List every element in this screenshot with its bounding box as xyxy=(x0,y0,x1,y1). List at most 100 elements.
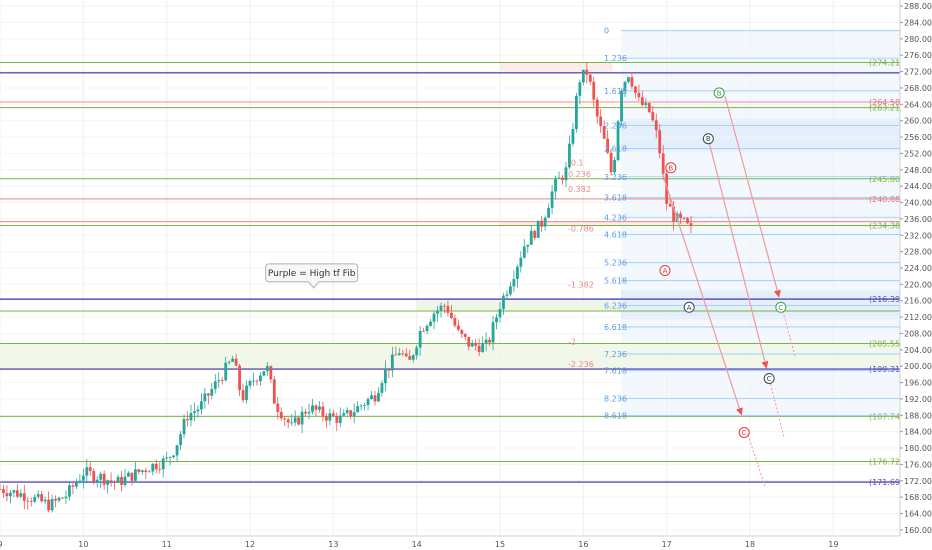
candle-body xyxy=(682,217,686,219)
projection-dotted xyxy=(745,427,766,488)
fib-zone xyxy=(500,221,709,226)
y-tick-label: 204.00 xyxy=(904,346,932,355)
candle-body xyxy=(384,369,387,384)
candle-body xyxy=(134,469,137,481)
x-axis: 9 10 11 12 13 14 15 16 17 18 19 xyxy=(0,535,932,550)
candle-body xyxy=(425,325,429,332)
candle-body xyxy=(68,485,71,497)
candle-body xyxy=(85,467,89,476)
fib-zone xyxy=(620,290,900,320)
candle-body xyxy=(602,125,606,139)
candle-body xyxy=(193,411,196,414)
candle-body xyxy=(81,475,85,481)
candle-body xyxy=(269,366,273,380)
fib-label-blue: 2.618 xyxy=(604,145,627,154)
candle-body xyxy=(248,380,252,386)
candle-body xyxy=(238,365,241,391)
candle-body xyxy=(151,463,155,472)
candle-body xyxy=(661,153,665,174)
y-tick-label: 224.00 xyxy=(904,264,932,273)
y-tick-label: 180.00 xyxy=(904,444,932,453)
wave-labels: B B B A A C C C xyxy=(659,87,787,438)
candle-body xyxy=(318,406,321,410)
candle-body xyxy=(627,77,630,82)
candle-body xyxy=(449,312,453,319)
candle-body xyxy=(88,467,92,472)
candle-body xyxy=(50,499,54,511)
fib-zone xyxy=(500,62,613,73)
candle-body xyxy=(495,317,498,323)
candle-body xyxy=(373,395,377,402)
candle-body xyxy=(522,246,526,258)
candle-body xyxy=(491,322,495,343)
fib-label-red: -0.1 xyxy=(568,158,584,167)
candle-body xyxy=(672,206,676,222)
candle-body xyxy=(470,342,474,347)
green-level-label: (274.21) xyxy=(869,59,903,68)
candle-body xyxy=(210,389,214,396)
candle-body xyxy=(415,347,419,356)
candle-body xyxy=(390,354,394,371)
candle-body xyxy=(40,494,44,502)
candle-body xyxy=(352,412,356,417)
candle-body xyxy=(265,366,269,372)
candle-body xyxy=(429,321,432,326)
candle-body xyxy=(654,120,658,131)
candle-body xyxy=(74,482,78,487)
candle-body xyxy=(189,413,193,421)
purple-level-label: (171.69) xyxy=(869,478,903,487)
candle-body xyxy=(578,82,582,96)
candle-body xyxy=(502,295,505,310)
wave-letter: B xyxy=(668,164,673,172)
fib-zone xyxy=(620,118,900,152)
wave-marker xyxy=(665,162,677,174)
candle-body xyxy=(529,230,533,245)
candle-body xyxy=(463,333,467,337)
y-tick-label: 252.00 xyxy=(904,149,932,158)
projection-dotted xyxy=(769,380,785,438)
fib-label-blue: 8.618 xyxy=(604,412,627,421)
candle-body xyxy=(241,390,245,401)
candle-body xyxy=(213,381,217,390)
projection-arrow xyxy=(707,138,769,369)
candle-body xyxy=(536,220,540,238)
fib-label-blue: 7.236 xyxy=(604,350,627,359)
candle-body xyxy=(297,417,301,425)
candle-body xyxy=(519,257,523,267)
candle-body xyxy=(477,345,481,353)
wave-marker xyxy=(702,133,714,145)
candle-body xyxy=(186,419,189,421)
projection-arrows xyxy=(661,95,796,488)
projection-arrow xyxy=(661,173,743,416)
candle-body xyxy=(276,403,280,412)
x-tick-label: 9 xyxy=(0,540,3,549)
y-tick-label: 168.00 xyxy=(904,493,932,502)
y-tick-label: 276.00 xyxy=(904,51,932,60)
candle-body xyxy=(147,471,151,473)
fib-label-blue: 4.236 xyxy=(604,213,627,222)
candle-body xyxy=(262,371,266,376)
candle-body xyxy=(158,469,162,471)
candle-body xyxy=(283,418,287,420)
candle-body xyxy=(460,329,464,334)
wave-letter: B xyxy=(706,135,711,143)
candle-body xyxy=(585,69,589,75)
candle-body xyxy=(474,342,478,346)
candle-body xyxy=(259,375,262,382)
candle-body xyxy=(387,369,391,371)
candle-body xyxy=(279,411,283,419)
x-tick-label: 17 xyxy=(662,540,672,549)
candle-body xyxy=(665,173,669,204)
candle-body xyxy=(113,481,116,483)
wave-marker xyxy=(763,372,775,384)
candle-body xyxy=(363,405,366,406)
candle-body xyxy=(92,471,96,482)
y-tick-label: 176.00 xyxy=(904,460,932,469)
candle-body xyxy=(561,177,564,181)
y-tick-label: 164.00 xyxy=(904,509,932,518)
fib-zone xyxy=(416,299,621,311)
candle-body xyxy=(408,356,412,360)
wave-letter: A xyxy=(687,304,692,312)
fib-label-red: -1.382 xyxy=(568,280,594,289)
